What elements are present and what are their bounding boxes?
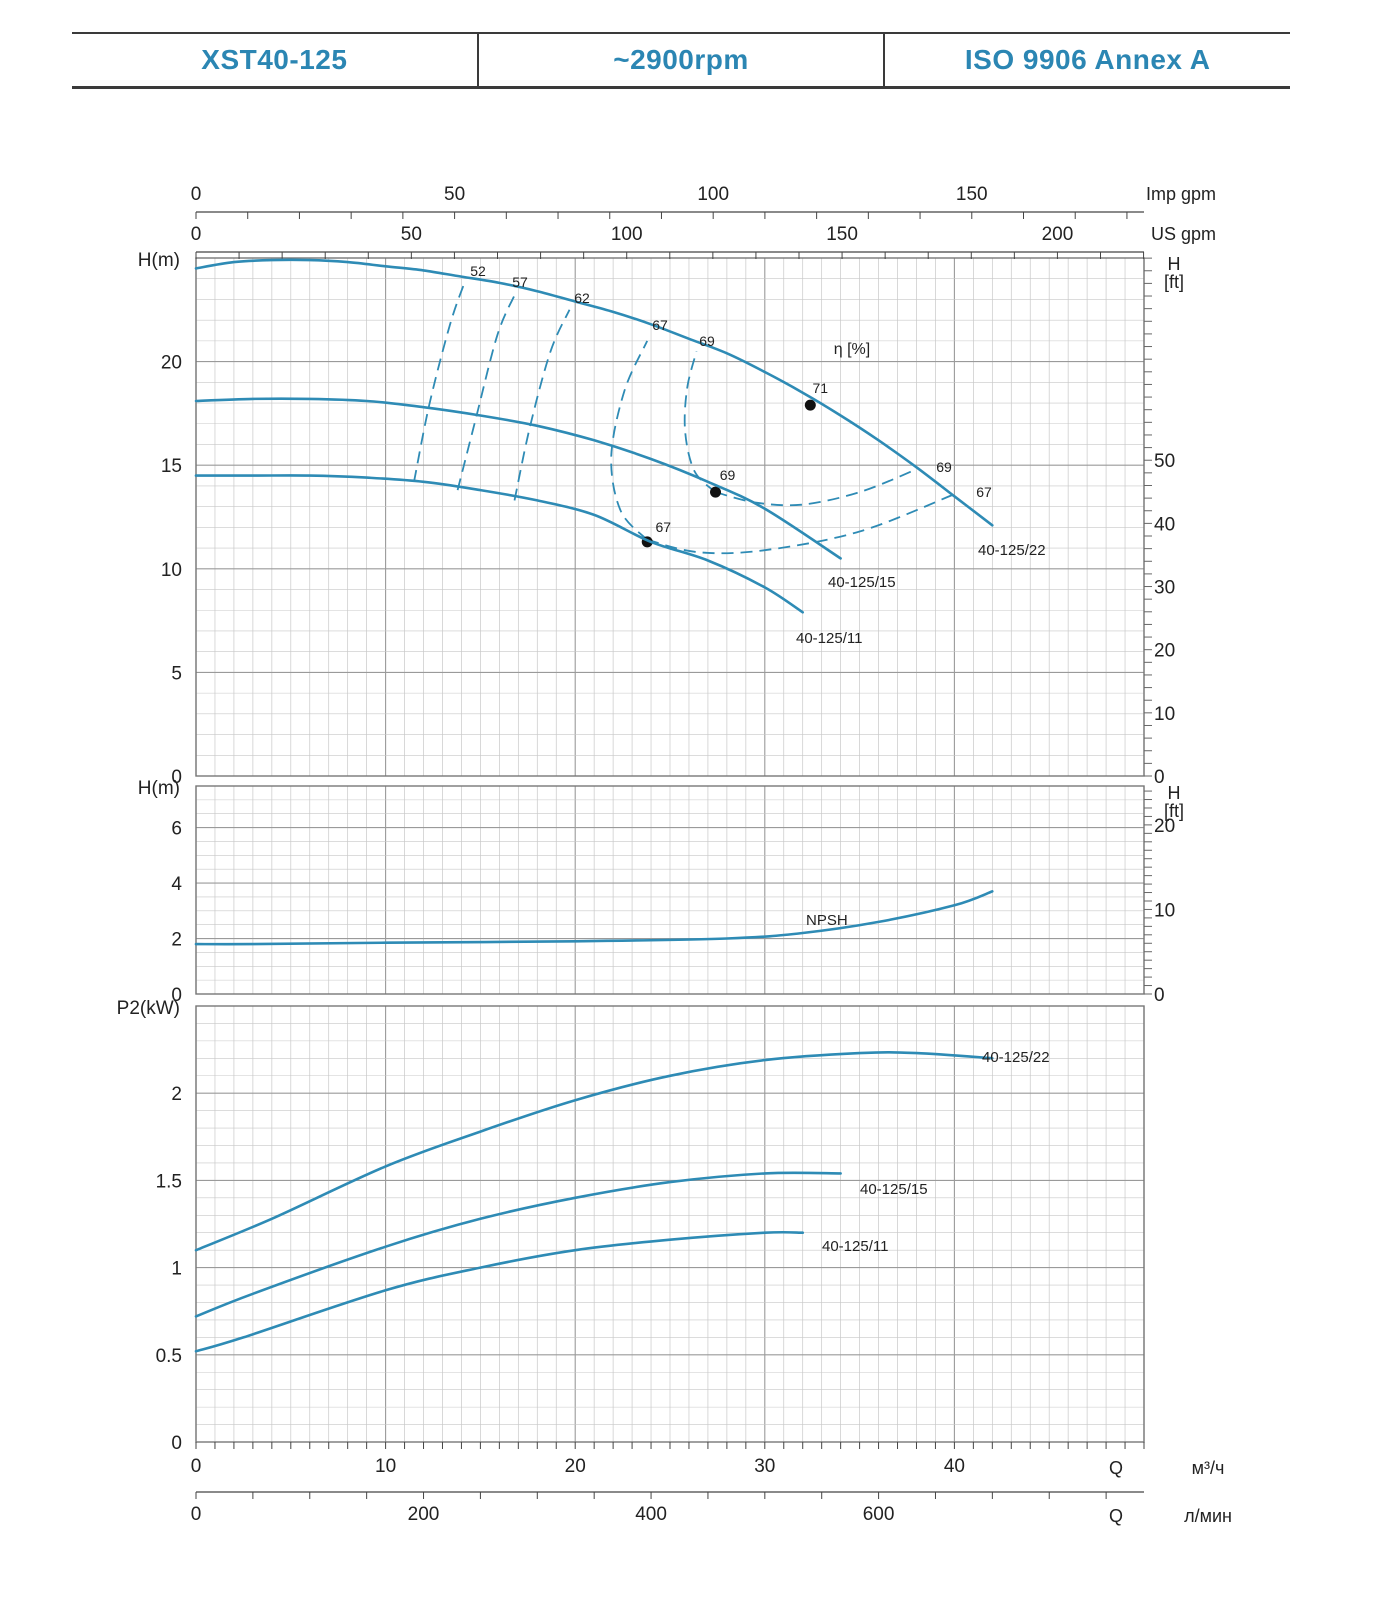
y-tick-label: 4 (171, 874, 182, 895)
right-axis-unit: [ft] (1164, 801, 1184, 821)
efficiency-axis-label: η [%] (834, 341, 870, 358)
right-tick-label: 40 (1154, 514, 1175, 535)
m3h-tick-label: 40 (944, 1456, 965, 1477)
lmin-tick-label: 0 (191, 1504, 202, 1525)
y-tick-label: 15 (161, 456, 182, 477)
imp-gpm-axis-unit: Imp gpm (1146, 184, 1216, 204)
lmin-tick-label: 400 (635, 1504, 667, 1525)
y-tick-label: 0 (171, 767, 182, 788)
curve-npsh-npsh (194, 890, 994, 946)
curve-power-4012511 (194, 1230, 804, 1353)
y-tick-label: 1.5 (156, 1171, 182, 1192)
series-label: 40-125/22 (982, 1049, 1050, 1066)
curve-head-4012515 (194, 397, 842, 560)
us-gpm-axis-tick-label: 50 (401, 224, 422, 245)
right-tick-label: 50 (1154, 451, 1175, 472)
m3h-tick-label: 30 (754, 1456, 775, 1477)
efficiency-label: 69 (699, 333, 715, 349)
series-label: NPSH (806, 912, 848, 929)
efficiency-point-label: 69 (720, 467, 736, 483)
lmin-unit: л/мин (1184, 1506, 1232, 1526)
q-label: Q (1109, 1506, 1123, 1526)
right-tick-label: 20 (1154, 816, 1175, 837)
right-tick-label: 0 (1154, 985, 1165, 1006)
y-axis-label: P2(kW) (117, 998, 180, 1019)
right-axis-label: H (1168, 254, 1181, 274)
efficiency-label: 69 (936, 459, 952, 475)
m3h-unit: м³/ч (1192, 1458, 1225, 1478)
efficiency-label: 57 (512, 274, 528, 290)
curve-head-4012511 (194, 474, 804, 614)
curve-power-4012515 (194, 1171, 842, 1318)
test-standard: ISO 9906 Annex A (883, 34, 1290, 86)
series-label: 40-125/22 (978, 542, 1046, 559)
y-tick-label: 2 (171, 930, 182, 951)
right-axis-label: H (1168, 783, 1181, 803)
imp-gpm-axis-tick-label: 100 (697, 184, 729, 205)
right-tick-label: 0 (1154, 767, 1165, 788)
imp-gpm-axis-tick-label: 150 (956, 184, 988, 205)
us-gpm-axis-unit: US gpm (1151, 224, 1216, 244)
right-tick-label: 10 (1154, 900, 1175, 921)
efficiency-point (710, 486, 722, 498)
efficiency-label: 62 (574, 290, 590, 306)
right-axis-unit: [ft] (1164, 272, 1184, 292)
imp-gpm-axis-tick-label: 50 (444, 184, 465, 205)
efficiency-iso-line (456, 294, 516, 491)
q-label: Q (1109, 1458, 1123, 1478)
efficiency-label: 67 (652, 317, 668, 333)
efficiency-point (804, 399, 816, 411)
us-gpm-axis-tick-label: 150 (826, 224, 858, 245)
us-gpm-axis-tick-label: 100 (611, 224, 643, 245)
efficiency-label: 67 (976, 484, 992, 500)
right-tick-label: 20 (1154, 641, 1175, 662)
series-label: 40-125/11 (796, 630, 862, 647)
rotation-speed: ~2900rpm (476, 34, 884, 86)
y-tick-label: 10 (161, 560, 182, 581)
efficiency-label: 52 (470, 263, 486, 279)
efficiency-iso-line (610, 340, 649, 541)
y-tick-label: 0 (171, 985, 182, 1006)
y-axis-label: H(m) (138, 778, 180, 799)
efficiency-iso-line (646, 493, 955, 555)
m3h-tick-label: 10 (375, 1456, 396, 1477)
chart-header: XST40-125 ~2900rpm ISO 9906 Annex A (72, 32, 1290, 89)
curve-power-4012522 (194, 1051, 994, 1252)
y-axis-label: H(m) (138, 250, 180, 271)
y-tick-label: 2 (171, 1084, 182, 1105)
efficiency-point-label: 67 (655, 519, 671, 535)
series-label: 40-125/15 (860, 1181, 928, 1198)
lmin-tick-label: 600 (863, 1504, 895, 1525)
m3h-tick-label: 20 (565, 1456, 586, 1477)
panel-frame (195, 785, 1145, 995)
efficiency-point-label: 71 (813, 380, 829, 396)
m3h-tick-label: 0 (191, 1456, 202, 1477)
y-tick-label: 1 (171, 1259, 182, 1280)
y-tick-label: 20 (161, 353, 182, 374)
series-label: 40-125/15 (828, 574, 896, 591)
efficiency-iso-line (715, 468, 917, 507)
y-tick-label: 0 (171, 1433, 182, 1454)
right-tick-label: 30 (1154, 578, 1175, 599)
right-tick-label: 10 (1154, 704, 1175, 725)
model-name: XST40-125 (201, 44, 348, 75)
lmin-tick-label: 200 (408, 1504, 440, 1525)
y-tick-label: 6 (171, 819, 182, 840)
series-label: 40-125/11 (822, 1238, 888, 1255)
us-gpm-axis-tick-label: 0 (191, 224, 202, 245)
curve-head-4012522 (194, 258, 994, 527)
us-gpm-axis-tick-label: 200 (1042, 224, 1074, 245)
y-tick-label: 0.5 (156, 1346, 182, 1367)
efficiency-iso-line (513, 309, 571, 501)
imp-gpm-axis-tick-label: 0 (191, 184, 202, 205)
y-tick-label: 5 (171, 663, 182, 684)
efficiency-iso-line (413, 280, 467, 482)
